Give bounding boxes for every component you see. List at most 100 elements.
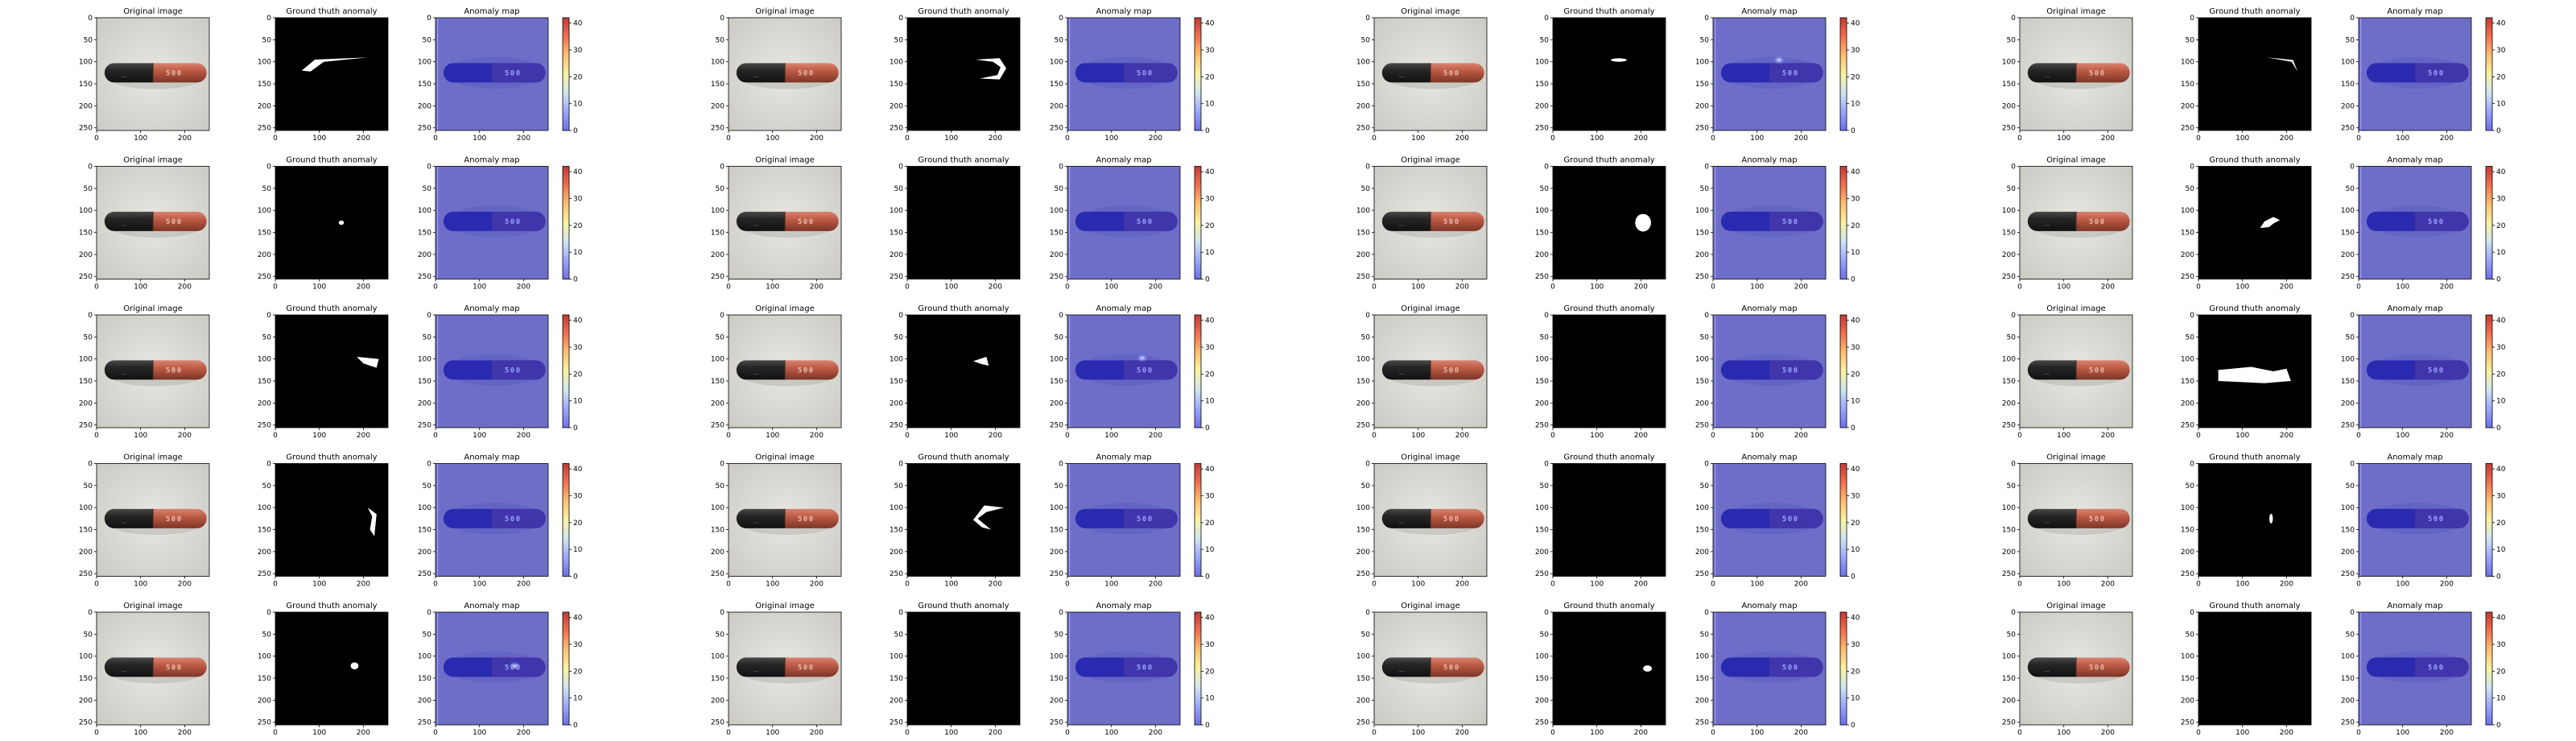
x-tick-label: 200 xyxy=(517,432,530,440)
y-tick-label: 200 xyxy=(1050,697,1063,705)
y-tick-label: 150 xyxy=(2002,81,2016,89)
y-tick-label: 100 xyxy=(1050,504,1063,512)
y-tick-label: 200 xyxy=(258,549,271,557)
x-tick-label: 100 xyxy=(1750,135,1764,143)
x-tick-label: 0 xyxy=(433,581,438,589)
y-tick-label: 250 xyxy=(2002,719,2016,727)
mask-background xyxy=(1553,315,1666,428)
x-tick-label: 0 xyxy=(1372,135,1377,143)
y-tick-label: 200 xyxy=(1535,102,1549,110)
y-tick-label: 250 xyxy=(79,719,93,727)
y-tick-label: 50 xyxy=(2007,185,2017,193)
x-tick-label: 0 xyxy=(2196,729,2201,737)
x-tick-label: 200 xyxy=(2440,432,2454,440)
y-tick-label: 250 xyxy=(418,273,431,281)
y-tick-label: 50 xyxy=(1361,482,1371,491)
x-tick-label: 200 xyxy=(2440,135,2454,143)
colorbar-tick-label: 0 xyxy=(1851,127,1856,135)
x-tick-label: 0 xyxy=(94,284,99,292)
colorbar-tick-label: 10 xyxy=(573,546,583,554)
y-tick-label: 50 xyxy=(423,36,432,44)
colorbar-tick-label: 40 xyxy=(2496,466,2506,474)
svg-text:500: 500 xyxy=(1137,367,1154,375)
mask-background xyxy=(1553,18,1666,130)
y-tick-label: 50 xyxy=(894,185,904,193)
x-tick-label: 0 xyxy=(1550,581,1555,589)
y-tick-label: 0 xyxy=(898,609,903,617)
colorbar-tick-label: 40 xyxy=(1205,317,1215,325)
y-tick-label: 150 xyxy=(1535,230,1549,238)
colorbar-tick-label: 10 xyxy=(573,249,583,257)
y-tick-label: 0 xyxy=(427,164,431,172)
y-tick-label: 100 xyxy=(2002,59,2016,67)
x-tick-label: 200 xyxy=(1149,284,1162,292)
y-tick-label: 0 xyxy=(720,164,724,172)
y-tick-label: 100 xyxy=(1050,207,1063,215)
y-tick-label: 200 xyxy=(2341,697,2355,705)
y-tick-label: 100 xyxy=(258,207,271,215)
panel-title: Ground thuth anomaly xyxy=(918,453,1009,462)
x-tick-label: 0 xyxy=(1711,284,1715,292)
svg-text:~~: ~~ xyxy=(2045,520,2050,524)
colorbar xyxy=(1840,463,1847,577)
x-tick-label: 100 xyxy=(766,729,779,737)
y-tick-label: 200 xyxy=(1050,549,1063,557)
y-tick-label: 0 xyxy=(2190,312,2194,320)
colorbar-tick-label: 30 xyxy=(573,47,583,55)
y-tick-label: 50 xyxy=(2186,333,2195,342)
y-tick-label: 0 xyxy=(2011,164,2016,172)
panel-title: Original image xyxy=(2046,7,2105,16)
colorbar-tick-label: 0 xyxy=(1851,276,1856,284)
colorbar-tick-label: 30 xyxy=(2496,196,2506,204)
colorbar-tick-label: 40 xyxy=(573,20,583,28)
x-tick-label: 0 xyxy=(2356,581,2361,589)
y-tick-label: 0 xyxy=(1059,609,1063,617)
x-tick-label: 100 xyxy=(944,432,958,440)
y-tick-label: 150 xyxy=(2341,675,2355,683)
y-tick-label: 100 xyxy=(1356,504,1370,512)
svg-text:~~: ~~ xyxy=(753,520,759,524)
panel-title: Ground thuth anomaly xyxy=(286,304,377,313)
x-tick-label: 200 xyxy=(810,729,824,737)
y-tick-label: 150 xyxy=(418,230,431,238)
x-tick-label: 200 xyxy=(2440,284,2454,292)
y-tick-label: 0 xyxy=(1704,461,1709,469)
panel-title: Anomaly map xyxy=(464,602,519,611)
colorbar-tick-label: 10 xyxy=(1851,249,1860,257)
x-tick-label: 0 xyxy=(2196,581,2201,589)
colorbar-tick-label: 40 xyxy=(573,317,583,325)
y-tick-label: 50 xyxy=(262,333,272,342)
y-tick-label: 250 xyxy=(890,570,903,578)
y-tick-label: 0 xyxy=(1365,461,1370,469)
colorbar-tick-label: 30 xyxy=(573,196,583,204)
y-tick-label: 100 xyxy=(1050,356,1063,364)
panel-title: Original image xyxy=(755,304,814,313)
y-tick-label: 200 xyxy=(2181,251,2194,259)
y-tick-label: 200 xyxy=(2181,549,2194,557)
x-tick-label: 0 xyxy=(2196,432,2201,440)
svg-text:500: 500 xyxy=(1782,70,1799,78)
y-tick-label: 0 xyxy=(88,609,93,617)
y-tick-label: 200 xyxy=(1050,399,1063,408)
colorbar-tick-label: 10 xyxy=(1205,101,1215,109)
mask-background xyxy=(2198,612,2311,725)
y-tick-label: 250 xyxy=(890,125,903,133)
colorbar-tick-label: 10 xyxy=(1205,695,1215,703)
y-tick-label: 200 xyxy=(2181,697,2194,705)
svg-text:500: 500 xyxy=(1443,515,1460,524)
x-tick-label: 0 xyxy=(905,581,910,589)
y-tick-label: 200 xyxy=(1535,251,1549,259)
y-tick-label: 150 xyxy=(711,675,724,683)
colorbar-tick-label: 20 xyxy=(573,370,583,379)
